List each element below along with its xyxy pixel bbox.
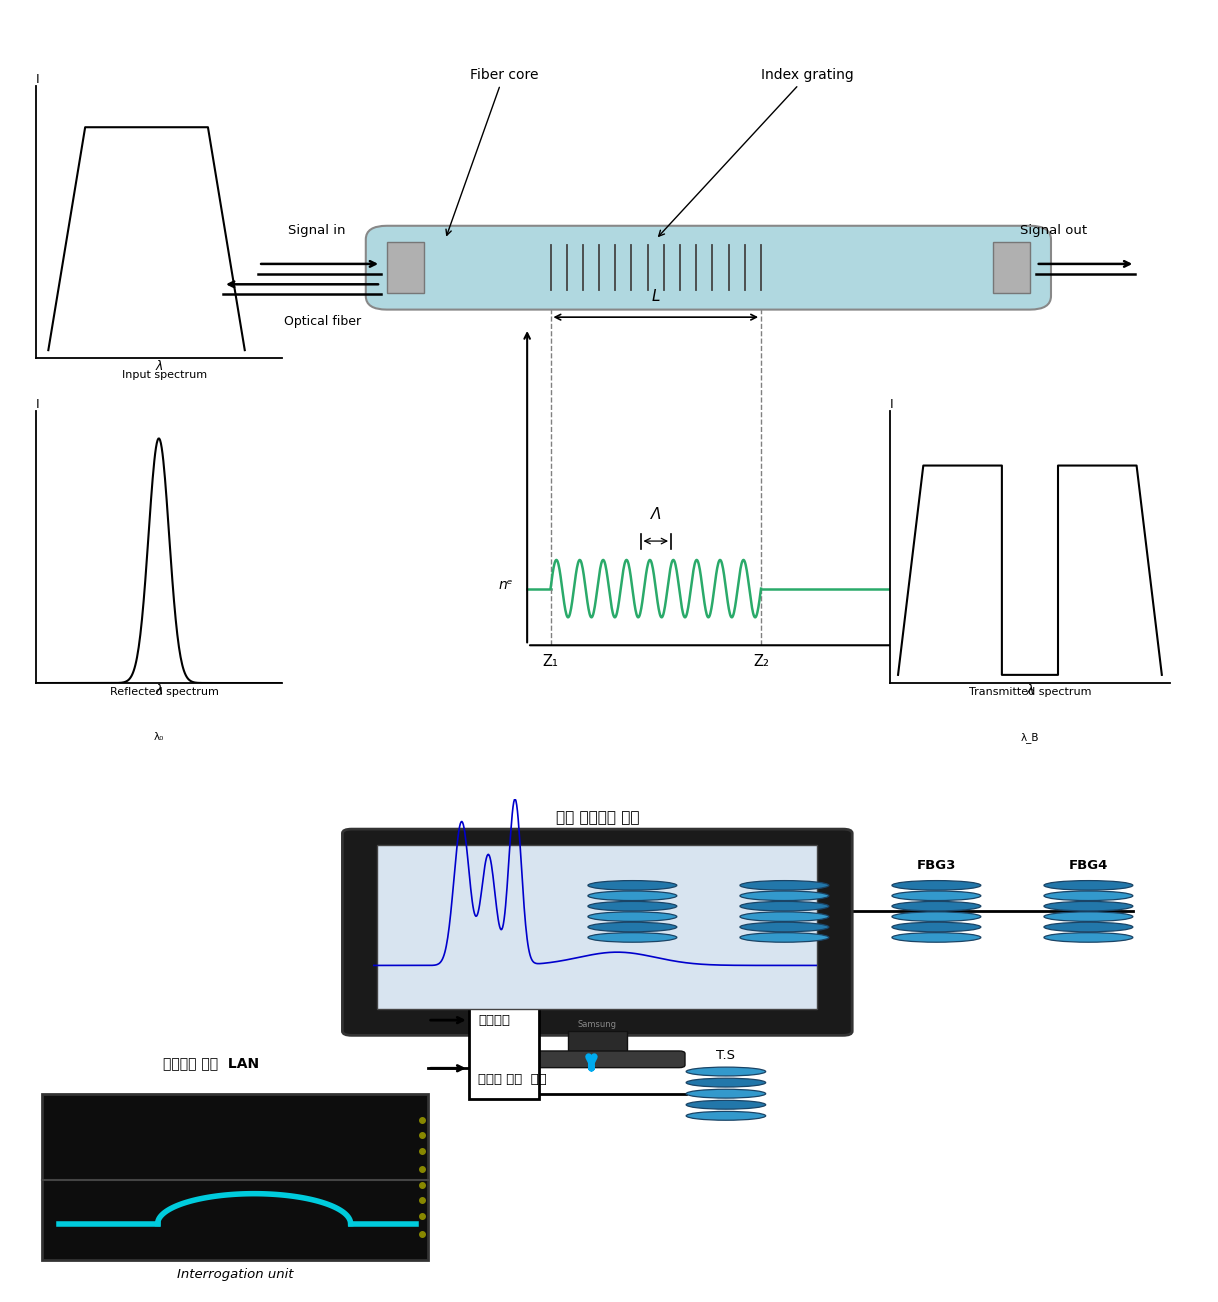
Ellipse shape (892, 932, 980, 943)
FancyBboxPatch shape (342, 829, 853, 1035)
Ellipse shape (1044, 891, 1133, 901)
Ellipse shape (588, 932, 677, 943)
Ellipse shape (1044, 911, 1133, 922)
Text: Z₁: Z₁ (542, 655, 559, 669)
Text: FBG2: FBG2 (765, 859, 804, 872)
Ellipse shape (892, 911, 980, 922)
Bar (41, 1094, 428, 1260)
Ellipse shape (686, 1112, 766, 1120)
Text: 계측파장 송신  LAN: 계측파장 송신 LAN (163, 1056, 259, 1070)
Ellipse shape (1044, 932, 1133, 943)
Text: Z₂: Z₂ (753, 655, 769, 669)
Text: Z: Z (1095, 655, 1106, 669)
Text: Λ: Λ (650, 508, 661, 522)
Ellipse shape (588, 891, 677, 901)
Text: nᵉ: nᵉ (498, 578, 513, 591)
FancyBboxPatch shape (509, 1051, 685, 1068)
Text: Reflected the signal: Reflected the signal (80, 271, 206, 284)
Ellipse shape (741, 891, 828, 901)
Bar (469, 990, 538, 1099)
FancyBboxPatch shape (365, 225, 1051, 310)
Ellipse shape (686, 1090, 766, 1098)
Text: Interrogation unit: Interrogation unit (177, 1268, 294, 1281)
Ellipse shape (686, 1100, 766, 1109)
Ellipse shape (892, 880, 980, 891)
Ellipse shape (588, 911, 677, 922)
Ellipse shape (892, 901, 980, 911)
Text: Fiber core: Fiber core (446, 68, 538, 236)
Text: T.S: T.S (716, 1049, 736, 1062)
Ellipse shape (741, 932, 828, 943)
Ellipse shape (892, 922, 980, 932)
Text: Reflected spectrum: Reflected spectrum (111, 687, 219, 697)
Text: Samsung: Samsung (577, 1019, 616, 1029)
Ellipse shape (588, 922, 677, 932)
Text: Signal in: Signal in (287, 224, 346, 237)
Text: Signal out: Signal out (1019, 224, 1086, 237)
Ellipse shape (588, 901, 677, 911)
Text: FBG4: FBG4 (1068, 859, 1108, 872)
Ellipse shape (741, 911, 828, 922)
Ellipse shape (741, 880, 828, 891)
Bar (993, 242, 1030, 293)
Ellipse shape (1044, 880, 1133, 891)
Ellipse shape (892, 891, 980, 901)
Bar (568, 1031, 626, 1055)
Ellipse shape (741, 901, 828, 911)
Text: Transmitted spectrum: Transmitted spectrum (968, 687, 1091, 697)
Text: 광원입력: 광원입력 (477, 1014, 510, 1027)
Ellipse shape (741, 922, 828, 932)
Text: 브라그 파장  입사: 브라그 파장 입사 (477, 1073, 547, 1086)
Text: L: L (652, 289, 660, 303)
Ellipse shape (1044, 901, 1133, 911)
Ellipse shape (1044, 922, 1133, 932)
Text: FBG1: FBG1 (613, 859, 652, 872)
Ellipse shape (588, 880, 677, 891)
Bar (387, 242, 424, 293)
Text: Input spectrum: Input spectrum (122, 370, 207, 380)
Text: 파장 스펙트럼 변환: 파장 스펙트럼 변환 (555, 810, 639, 825)
Ellipse shape (686, 1068, 766, 1075)
Bar (378, 845, 817, 1009)
Text: FBG3: FBG3 (917, 859, 956, 872)
Ellipse shape (686, 1078, 766, 1087)
Text: Index grating: Index grating (659, 68, 854, 236)
Text: Optical fiber: Optical fiber (284, 315, 361, 328)
